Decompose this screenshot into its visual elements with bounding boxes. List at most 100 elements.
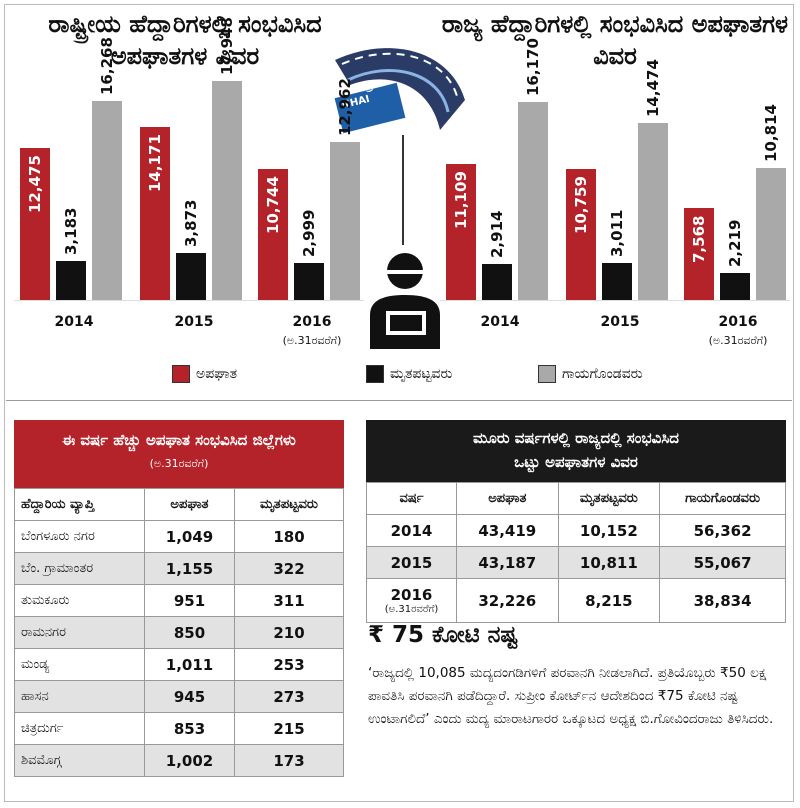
legend-label-accidents: ಅಪಘಾತ: [196, 366, 238, 382]
bar-label-injured-0-2015: 17,948: [218, 16, 236, 75]
summary-year-note: (ಅ.31ರವರೆಗೆ): [384, 604, 439, 615]
district-deaths: 173: [234, 744, 344, 777]
summary-heading: ಮೂರು ವರ್ಷಗಳಲ್ಲಿ ರಾಜ್ಯದಲ್ಲಿ ಸಂಭವಿಸಿದ ಒಟ್ಟ…: [366, 420, 786, 482]
bar-label-injured-1-2015: 14,474: [644, 59, 662, 118]
summary-year: 2015: [366, 546, 457, 579]
summary-col-accidents: ಅಪಘಾತ: [456, 482, 559, 515]
legend-deaths: ಮೃತಪಟ್ಟವರು: [366, 362, 452, 386]
district-deaths: 210: [234, 616, 344, 649]
category-label-0-2016: 2016: [292, 314, 332, 330]
districts-heading: ಈ ವರ್ಷ ಹೆಚ್ಚು ಅಪಘಾತ ಸಂಭವಿಸಿದ ಜಿಲ್ಲೆಗಳು (…: [14, 420, 344, 488]
bar-label-deaths-0-2016: 2,999: [300, 209, 318, 258]
summary-accidents: 43,187: [456, 546, 559, 579]
bar-accidents-1-2016: [684, 207, 714, 300]
legend-label-deaths: ಮೃತಪಟ್ಟವರು: [390, 366, 453, 382]
bar-label-accidents-1-2014: 11,109: [452, 171, 470, 230]
summary-year: 2014: [366, 514, 457, 547]
district-name: ಬೆಂಗಳೂರು ನಗರ: [14, 520, 145, 553]
bar-label-accidents-0-2014: 12,475: [26, 154, 44, 213]
district-name: ಶಿವಮೊಗ್ಗ: [14, 744, 145, 777]
legend-swatch-injured: [538, 365, 556, 383]
summary-injured: 56,362: [659, 514, 786, 547]
bar-label-deaths-0-2014: 3,183: [62, 207, 80, 256]
category-label-0-2015: 2015: [174, 314, 214, 330]
bar-accidents-0-2014: [20, 147, 50, 300]
summary-injured: 38,834: [659, 578, 786, 623]
district-deaths: 253: [234, 648, 344, 681]
bar-label-deaths-1-2015: 3,011: [608, 209, 626, 258]
bar-label-injured-0-2016: 12,962: [336, 77, 354, 136]
summary-accidents: 32,226: [456, 578, 559, 623]
summary-table: ವರ್ಷ ಅಪಘಾತ ಮೃತಪಟ್ಟವರು ಗಾಯಗೊಂಡವರು 2014 43,…: [366, 482, 786, 623]
district-name: ರಾಮನಗರ: [14, 616, 145, 649]
chart-baseline-0: [14, 300, 364, 301]
infographic-frame: [4, 4, 794, 802]
district-deaths: 311: [234, 584, 344, 617]
districts-heading-note: (ಅ.31ರವರೆಗೆ): [149, 457, 209, 470]
summary-heading-line1: ಮೂರು ವರ್ಷಗಳಲ್ಲಿ ರಾಜ್ಯದಲ್ಲಿ ಸಂಭವಿಸಿದ: [472, 429, 679, 447]
bar-accidents-0-2016: [258, 168, 288, 300]
district-accidents: 853: [144, 712, 235, 745]
category-label-1-2016: 2016: [718, 314, 758, 330]
bar-injured-1-2014: [518, 102, 548, 300]
national-highway-title: ರಾಷ್ಟ್ರೀಯ ಹೆದ್ದಾರಿಗಳಲ್ಲಿ ಸಂಭವಿಸಿದ ಅಪಘಾತಗ…: [48, 10, 322, 70]
table-row: ರಾಮನಗರ 850 210: [14, 616, 344, 649]
district-accidents: 1,011: [144, 648, 235, 681]
districts-heading-text: ಈ ವರ್ಷ ಹೆಚ್ಚು ಅಪಘಾತ ಸಂಭವಿಸಿದ ಜಿಲ್ಲೆಗಳು: [62, 431, 296, 449]
table-row: ಚಿತ್ರದುರ್ಗ 853 215: [14, 712, 344, 745]
legend-swatch-accidents: [172, 365, 190, 383]
bar-label-accidents-1-2016: 7,568: [690, 215, 708, 263]
district-name: ತುಮಕೂರು: [14, 584, 145, 617]
bar-label-deaths-0-2015: 3,873: [182, 199, 200, 247]
districts-col-region: ಹೆದ್ದಾರಿಯ ವ್ಯಾಪ್ತಿ: [14, 488, 145, 521]
legend-accidents: ಅಪಘಾತ: [172, 362, 237, 386]
logo-connector-line: [402, 135, 404, 245]
district-deaths: 273: [234, 680, 344, 713]
summary-injured: 55,067: [659, 546, 786, 579]
summary-deaths: 10,811: [557, 546, 661, 579]
bar-deaths-1-2015: [602, 263, 632, 300]
table-row: 2016 (ಅ.31ರವರೆಗೆ) 32,226 8,215 38,834: [366, 578, 786, 623]
table-row: ಹಾಸನ 945 273: [14, 680, 344, 713]
bar-deaths-1-2016: [720, 272, 750, 300]
legend-injured: ಗಾಯಗೊಂಡವರು: [538, 362, 643, 386]
district-name: ಮಂಡ್ಯ: [14, 648, 145, 681]
district-deaths: 180: [234, 520, 344, 553]
bar-label-accidents-1-2015: 10,759: [572, 175, 590, 234]
table-row: ತುಮಕೂರು 951 311: [14, 584, 344, 617]
injured-person-icon: [370, 253, 440, 349]
legend-label-injured: ಗಾಯಗೊಂಡವರು: [562, 366, 643, 382]
table-row: ಶಿವಮೊಗ್ಗ 1,002 173: [14, 744, 344, 777]
district-name: ಚಿತ್ರದುರ್ಗ: [14, 712, 145, 745]
bar-label-injured-1-2016: 10,814: [762, 103, 780, 162]
table-row: 2014 43,419 10,152 56,362: [366, 514, 786, 547]
summary-year-value: 2014: [390, 521, 433, 540]
bar-deaths-0-2014: [56, 261, 86, 300]
district-name: ಹಾಸನ: [14, 680, 145, 713]
bar-injured-0-2016: [330, 141, 360, 300]
table-row: 2015 43,187 10,811 55,067: [366, 546, 786, 579]
bar-accidents-1-2014: [446, 164, 476, 300]
summary-accidents: 43,419: [456, 514, 559, 547]
bar-label-deaths-1-2014: 2,914: [488, 210, 506, 259]
bar-label-injured-1-2014: 16,170: [524, 38, 542, 97]
legend-swatch-deaths: [366, 365, 384, 383]
state-highway-title: ರಾಜ್ಯ ಹೆದ್ದಾರಿಗಳಲ್ಲಿ ಸಂಭವಿಸಿದ ಅಪಘಾತಗಳ ವಿ…: [441, 10, 789, 70]
summary-year: 2016 (ಅ.31ರವರೆಗೆ): [366, 578, 457, 623]
district-accidents: 945: [144, 680, 235, 713]
summary-deaths: 8,215: [557, 578, 661, 623]
summary-col-year: ವರ್ಷ: [366, 482, 457, 515]
table-row: ಬೆಂಗಳೂರು ನಗರ 1,049 180: [14, 520, 344, 553]
district-deaths: 322: [234, 552, 344, 585]
districts-table: ಹೆದ್ದಾರಿಯ ವ್ಯಾಪ್ತಿ ಅಪಘಾತ ಮೃತಪಟ್ಟವರು ಬೆಂಗ…: [14, 488, 344, 777]
category-note-0-2016: (ಅ.31ರವರೆಗೆ): [282, 334, 342, 347]
table-row: ಬೆಂ. ಗ್ರಾಮಾಂತರ 1,155 322: [14, 552, 344, 585]
bar-injured-0-2015: [212, 80, 242, 300]
summary-col-deaths: ಮೃತಪಟ್ಟವರು: [557, 482, 661, 515]
loss-title: ₹ 75 ಕೋಟಿ ನಷ್ಟ: [368, 622, 518, 648]
district-accidents: 850: [144, 616, 235, 649]
bar-label-accidents-0-2015: 14,171: [146, 133, 164, 192]
bar-deaths-0-2015: [176, 252, 206, 300]
section-divider: [6, 400, 792, 401]
district-name: ಬೆಂ. ಗ್ರಾಮಾಂತರ: [14, 552, 145, 585]
